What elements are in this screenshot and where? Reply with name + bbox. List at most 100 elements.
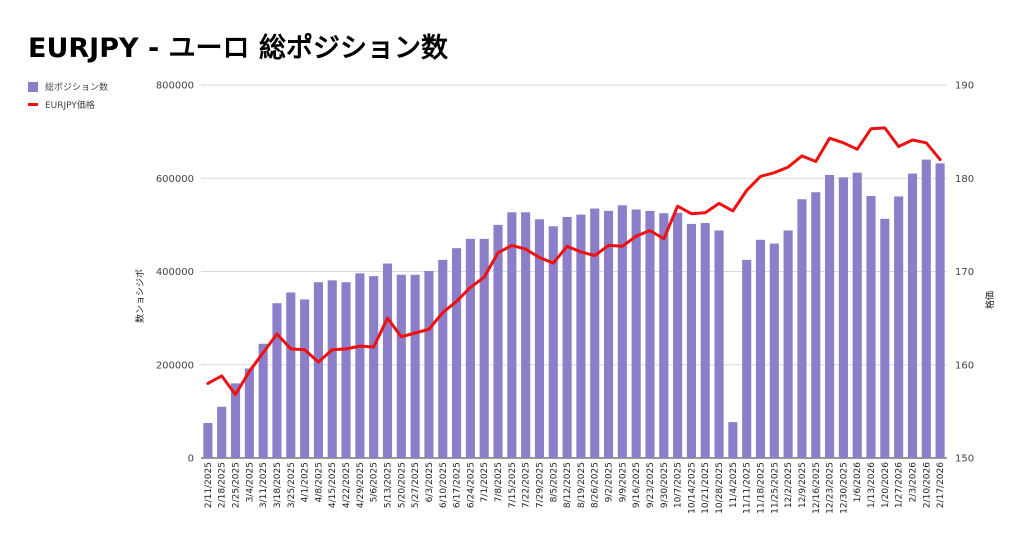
y-tick-label-left: 200000 bbox=[156, 360, 194, 371]
bar bbox=[742, 259, 752, 458]
x-tick-label: 7/29/2025 bbox=[535, 462, 545, 508]
gridlines bbox=[201, 84, 947, 459]
y-axis-left-title: 数ンョシジポ bbox=[134, 269, 146, 323]
x-tick-label: 1/20/2026 bbox=[881, 462, 891, 508]
chart-title: EURJPY - ユーロ 総ポジション数 bbox=[28, 33, 448, 64]
bar bbox=[894, 196, 904, 458]
x-tick-label: 12/30/2025 bbox=[839, 462, 849, 514]
bar bbox=[935, 163, 945, 458]
bar bbox=[479, 238, 489, 458]
x-tick-label: 2/10/2026 bbox=[922, 462, 932, 508]
bar bbox=[562, 216, 572, 458]
bar bbox=[673, 212, 683, 458]
y-tick-label-right: 170 bbox=[955, 267, 974, 278]
x-tick-label: 3/4/2025 bbox=[245, 462, 255, 502]
bar bbox=[507, 212, 517, 458]
bar bbox=[355, 273, 365, 458]
x-tick-label: 11/25/2025 bbox=[770, 462, 780, 514]
y-tick-label-right: 190 bbox=[955, 81, 974, 92]
x-tick-label: 10/14/2025 bbox=[687, 462, 697, 514]
bar bbox=[369, 276, 379, 458]
y-axis-right-title: 格価 bbox=[984, 291, 996, 309]
x-tick-label: 10/7/2025 bbox=[674, 462, 684, 508]
x-tick-label: 6/17/2025 bbox=[453, 462, 463, 508]
x-tick-label: 12/9/2025 bbox=[798, 462, 808, 508]
bar bbox=[811, 192, 821, 459]
x-tick-label: 3/25/2025 bbox=[287, 462, 297, 508]
x-tick-label: 5/6/2025 bbox=[370, 462, 380, 502]
bar bbox=[866, 195, 876, 458]
x-tick-label: 6/24/2025 bbox=[466, 462, 476, 508]
bar bbox=[755, 239, 766, 458]
x-tick-label: 2/11/2025 bbox=[204, 462, 214, 508]
bar bbox=[700, 223, 710, 458]
bar bbox=[286, 292, 296, 458]
bar bbox=[396, 274, 406, 458]
bar bbox=[452, 248, 462, 458]
bar bbox=[521, 212, 531, 458]
legend-label-price: EURJPY価格 bbox=[45, 101, 95, 111]
y-tick-label-left: 600000 bbox=[156, 174, 194, 185]
legend-label-positions: 総ポジション数 bbox=[45, 83, 109, 93]
bar bbox=[659, 213, 669, 458]
legend-swatch-bar bbox=[28, 81, 38, 92]
x-tick-label: 7/22/2025 bbox=[522, 462, 532, 508]
bar bbox=[313, 282, 323, 458]
y-tick-label-left: 800000 bbox=[156, 81, 194, 92]
bar bbox=[825, 174, 835, 458]
bar bbox=[465, 238, 475, 458]
legend-item-positions: 総ポジション数 bbox=[28, 80, 108, 93]
x-tick-label: 2/18/2025 bbox=[218, 462, 228, 508]
bar bbox=[217, 406, 227, 458]
bar bbox=[686, 223, 696, 458]
x-tick-label: 4/29/2025 bbox=[356, 462, 366, 508]
x-tick-label: 1/6/2026 bbox=[853, 462, 863, 503]
x-tick-label: 5/13/2025 bbox=[384, 462, 394, 508]
bar bbox=[258, 343, 268, 458]
x-tick-label: 6/3/2025 bbox=[425, 462, 435, 502]
x-tick-label: 5/27/2025 bbox=[411, 462, 421, 508]
x-tick-label: 3/11/2025 bbox=[259, 462, 269, 508]
x-tick-label: 2/25/2025 bbox=[232, 462, 242, 508]
bar bbox=[534, 219, 545, 458]
bar bbox=[438, 259, 448, 458]
legend-swatch-line bbox=[28, 103, 38, 106]
bar bbox=[907, 173, 918, 458]
bar bbox=[382, 263, 393, 458]
x-tick-label: 4/15/2025 bbox=[328, 462, 338, 508]
x-tick-label: 8/12/2025 bbox=[563, 462, 573, 508]
bar bbox=[852, 172, 862, 458]
x-tick-label: 12/2/2025 bbox=[784, 462, 794, 508]
y-tick-label-right: 160 bbox=[955, 360, 974, 371]
x-tick-label: 9/9/2025 bbox=[618, 462, 628, 502]
x-tick-label: 7/1/2025 bbox=[480, 462, 490, 502]
x-tick-label: 10/28/2025 bbox=[715, 462, 725, 514]
x-tick-label: 1/27/2026 bbox=[895, 462, 905, 508]
y-tick-label-right: 180 bbox=[955, 174, 974, 185]
line-series bbox=[206, 126, 942, 397]
price-line bbox=[206, 126, 942, 397]
bar bbox=[714, 230, 724, 458]
y-axis-left: 0 200000 400000 600000 800000 bbox=[156, 81, 194, 465]
x-tick-label: 9/2/2025 bbox=[605, 462, 615, 502]
bar bbox=[617, 205, 627, 458]
x-tick-label: 8/19/2025 bbox=[577, 462, 587, 508]
x-tick-label: 12/23/2025 bbox=[826, 462, 836, 514]
x-tick-label: 9/16/2025 bbox=[632, 462, 642, 508]
x-tick-label: 3/18/2025 bbox=[273, 462, 283, 508]
bar bbox=[244, 368, 254, 458]
bar bbox=[590, 208, 600, 458]
y-tick-label-left: 0 bbox=[188, 454, 194, 465]
x-tick-label: 11/11/2025 bbox=[743, 462, 753, 514]
bar-series bbox=[203, 159, 945, 459]
x-tick-label: 5/20/2025 bbox=[397, 462, 407, 508]
bar bbox=[838, 177, 848, 458]
bar bbox=[576, 214, 586, 458]
bar bbox=[797, 199, 807, 458]
y-tick-label-right: 150 bbox=[955, 454, 974, 465]
bar bbox=[783, 230, 793, 458]
bar bbox=[603, 210, 614, 458]
y-axis-right: 150 160 170 180 190 bbox=[955, 81, 974, 465]
x-tick-label: 7/15/2025 bbox=[508, 462, 518, 508]
